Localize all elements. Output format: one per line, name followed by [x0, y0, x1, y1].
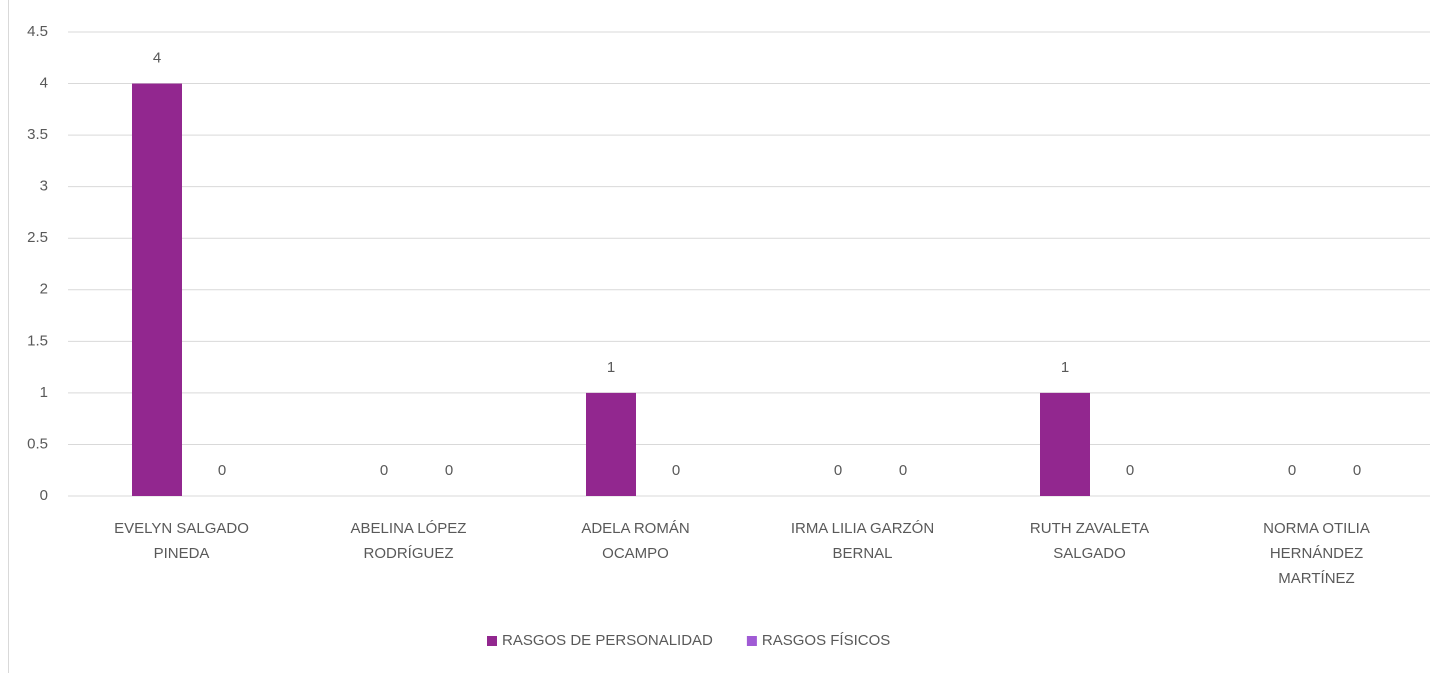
- legend-swatch: [487, 636, 497, 646]
- data-label: 4: [153, 50, 161, 67]
- data-label: 0: [380, 462, 388, 479]
- y-tick-label: 4.5: [27, 23, 48, 40]
- bar: [586, 392, 636, 496]
- y-tick-label: 1: [40, 384, 48, 401]
- x-tick-label: ADELA ROMÁN OCAMPO: [581, 520, 689, 562]
- y-tick-label: 3: [40, 178, 48, 195]
- bar: [132, 83, 182, 497]
- data-label: 0: [672, 462, 680, 479]
- x-tick-label: RUTH ZAVALETA SALGADO: [1030, 520, 1149, 562]
- data-label: 0: [1353, 462, 1361, 479]
- data-label: 0: [445, 462, 453, 479]
- data-label: 0: [1288, 462, 1296, 479]
- x-tick-label: IRMA LILIA GARZÓN BERNAL: [791, 520, 934, 562]
- data-label: 1: [1061, 359, 1069, 376]
- y-tick-label: 0.5: [27, 435, 48, 452]
- data-label: 1: [607, 359, 615, 376]
- y-tick-label: 2: [40, 281, 48, 298]
- data-label: 0: [834, 462, 842, 479]
- x-tick-label: ABELINA LÓPEZ RODRÍGUEZ: [351, 520, 467, 562]
- legend-label: RASGOS DE PERSONALIDAD: [502, 632, 713, 649]
- y-tick-label: 0: [40, 487, 48, 504]
- x-tick-label: NORMA OTILIA HERNÁNDEZ MARTÍNEZ: [1263, 520, 1370, 587]
- y-tick-label: 3.5: [27, 126, 48, 143]
- y-tick-label: 1.5: [27, 332, 48, 349]
- y-tick-label: 2.5: [27, 229, 48, 246]
- y-tick-label: 4: [40, 75, 48, 92]
- data-label: 0: [218, 462, 226, 479]
- x-tick-label: EVELYN SALGADO PINEDA: [114, 520, 249, 562]
- legend-label: RASGOS FÍSICOS: [762, 632, 890, 649]
- data-label: 0: [1126, 462, 1134, 479]
- legend-swatch: [746, 636, 757, 646]
- bar: [1040, 392, 1090, 496]
- data-label: 0: [899, 462, 907, 479]
